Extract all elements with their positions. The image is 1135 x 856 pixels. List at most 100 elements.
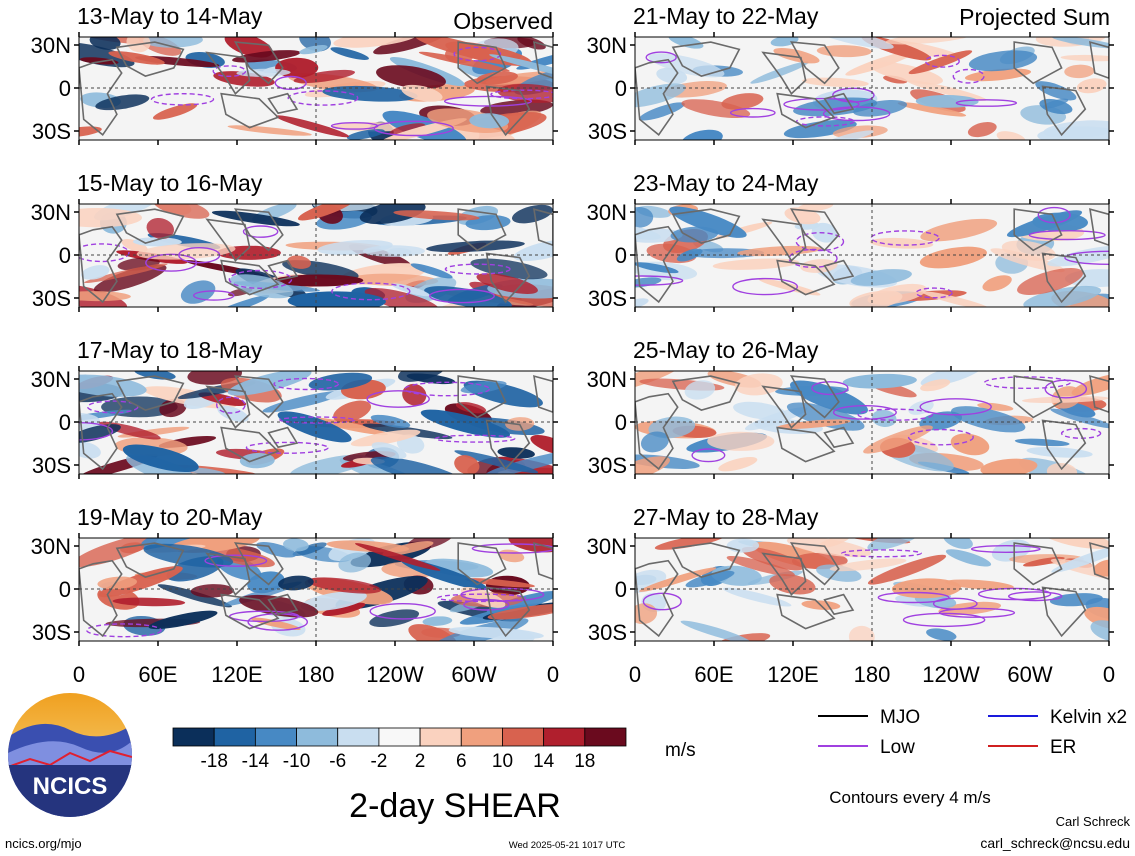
panel-period-label: 17-May to 18-May bbox=[77, 337, 263, 363]
shear-region bbox=[920, 218, 998, 242]
low-contour bbox=[85, 623, 162, 638]
shear-region bbox=[680, 620, 751, 641]
colorbar-segment bbox=[543, 727, 586, 747]
shear-region bbox=[737, 245, 822, 257]
continent-outline bbox=[220, 426, 280, 463]
lat-tick-label: 30S bbox=[32, 119, 71, 144]
low-contour bbox=[366, 390, 430, 408]
low-contour bbox=[434, 434, 516, 443]
ncics-logo: NCICS bbox=[8, 693, 132, 817]
shear-region bbox=[920, 379, 951, 392]
continent-outline bbox=[761, 51, 807, 95]
continent-outline bbox=[761, 385, 807, 429]
shear-region bbox=[359, 204, 426, 225]
shear-region bbox=[922, 291, 991, 307]
low-contour bbox=[983, 376, 1071, 389]
shear-region bbox=[907, 80, 987, 101]
low-contour bbox=[902, 612, 986, 628]
shear-region bbox=[867, 538, 923, 551]
shear-region bbox=[530, 435, 553, 455]
continent-outline bbox=[485, 252, 531, 304]
continent-outline bbox=[776, 92, 836, 129]
continent-outline bbox=[457, 41, 507, 85]
shear-region bbox=[93, 264, 167, 293]
continent-outline bbox=[1089, 41, 1109, 80]
continent-outline bbox=[485, 85, 531, 137]
panel-period-label: 23-May to 24-May bbox=[633, 170, 819, 196]
panel-6: 30N 0 30S 23-May to 24-May bbox=[587, 170, 1114, 312]
low-contour bbox=[471, 543, 553, 554]
shear-region bbox=[143, 37, 203, 48]
panel-period-label: 15-May to 16-May bbox=[77, 170, 263, 196]
continent-outline bbox=[115, 542, 185, 578]
low-contour bbox=[924, 54, 960, 68]
shear-region bbox=[153, 204, 210, 219]
shear-region bbox=[758, 278, 821, 296]
shear-region bbox=[723, 587, 792, 607]
low-contour bbox=[228, 269, 293, 289]
continent-outline bbox=[233, 375, 284, 419]
lat-tick-label: 30N bbox=[587, 200, 627, 225]
colorbar-segment bbox=[378, 727, 421, 747]
lat-tick-label: 0 bbox=[59, 577, 71, 602]
shear-region bbox=[517, 37, 546, 50]
continent-outline bbox=[635, 559, 679, 638]
lat-tick-label: 30N bbox=[31, 33, 71, 58]
shear-region bbox=[654, 538, 726, 550]
shear-region bbox=[1014, 438, 1070, 447]
continent-outline bbox=[1041, 85, 1087, 137]
low-contour bbox=[204, 554, 268, 567]
shear-region bbox=[980, 458, 1038, 474]
low-contour bbox=[955, 99, 1018, 107]
lat-tick-label: 30N bbox=[31, 367, 71, 392]
shear-region bbox=[635, 206, 654, 228]
shear-region bbox=[1060, 54, 1109, 62]
shear-region bbox=[275, 115, 350, 138]
shear-region bbox=[146, 217, 175, 240]
low-contour bbox=[460, 587, 545, 602]
lat-tick-label: 0 bbox=[615, 243, 627, 268]
shear-region bbox=[121, 238, 148, 253]
shear-region bbox=[967, 122, 997, 138]
shear-region bbox=[217, 405, 249, 422]
continent-outline bbox=[220, 92, 280, 129]
shear-region bbox=[497, 447, 535, 459]
continent-outline bbox=[789, 41, 840, 85]
colorbar-tick-label: 2 bbox=[415, 751, 426, 772]
panel-1: 30N 0 30S 13-May to 14-May bbox=[31, 3, 558, 145]
shear-region bbox=[897, 102, 967, 117]
low-contour bbox=[369, 603, 436, 620]
shear-region bbox=[733, 401, 787, 420]
shear-region bbox=[919, 246, 987, 269]
shear-region bbox=[406, 373, 456, 385]
lat-tick-label: 0 bbox=[615, 76, 627, 101]
continent-outline bbox=[205, 552, 251, 596]
legend-label: MJO bbox=[880, 707, 920, 728]
panel-period-label: 19-May to 20-May bbox=[77, 504, 263, 530]
shear-region bbox=[681, 99, 751, 119]
low-contour bbox=[404, 381, 490, 397]
colorbar-segment bbox=[460, 727, 503, 747]
shear-region bbox=[684, 380, 716, 400]
shear-region bbox=[867, 554, 947, 585]
shear-region bbox=[945, 549, 992, 567]
shear-region bbox=[945, 579, 1014, 590]
shear-region bbox=[1076, 78, 1107, 94]
low-contour bbox=[970, 545, 1041, 554]
shear-region bbox=[287, 255, 312, 269]
shear-region bbox=[229, 274, 294, 299]
shear-region bbox=[232, 50, 301, 63]
panel-8: 30N 0 30S 27-May to 28-May bbox=[587, 504, 1114, 646]
low-contour bbox=[242, 225, 279, 238]
shear-region bbox=[783, 119, 857, 139]
low-contour bbox=[729, 107, 776, 118]
shear-region bbox=[79, 57, 119, 65]
continent-outline bbox=[789, 208, 840, 252]
low-contour bbox=[832, 404, 897, 420]
low-contour bbox=[870, 230, 940, 246]
continent-outline bbox=[1013, 375, 1063, 419]
continent-outline bbox=[1041, 586, 1087, 638]
shear-region bbox=[350, 429, 421, 447]
continent-outline bbox=[533, 41, 553, 80]
